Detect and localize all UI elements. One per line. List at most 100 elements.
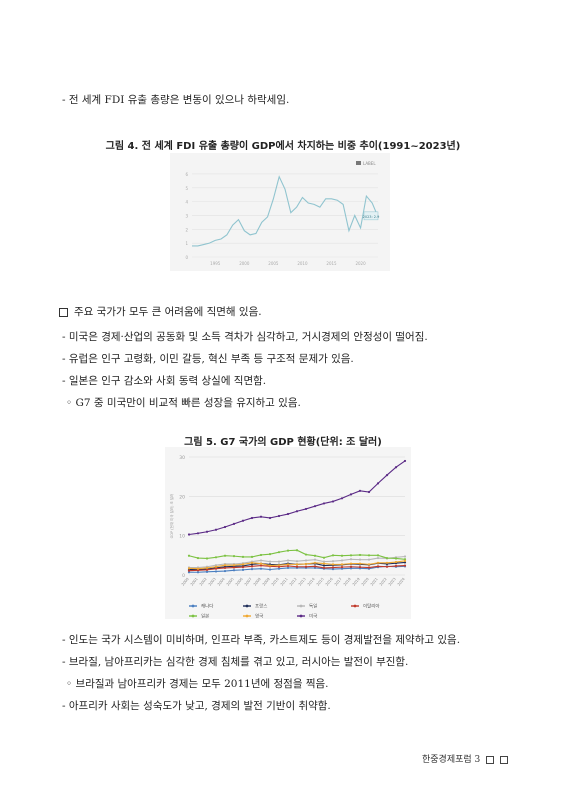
y-tick-label: 4 [185, 200, 188, 205]
data-point [367, 554, 371, 557]
data-point [340, 559, 344, 562]
data-point [205, 570, 209, 573]
data-point [250, 565, 254, 568]
data-point [268, 516, 272, 520]
data-point [295, 549, 299, 552]
data-point [250, 516, 254, 520]
legend-label: 이탈리아 [363, 603, 380, 610]
x-tick-label: 2015 [316, 577, 325, 587]
legend-label: LABEL [363, 161, 376, 166]
y-tick-label: 0 [182, 573, 185, 579]
figure5-caption: 그림 5. G7 국가의 GDP 현황(단위: 조 달러) [184, 437, 382, 448]
x-tick-label: 2019 [352, 577, 361, 587]
x-tick-label: 2002 [199, 577, 208, 587]
y-tick-label: 30 [179, 455, 185, 461]
data-point [376, 554, 380, 557]
data-point [214, 528, 218, 531]
footer-box-icon [486, 755, 495, 764]
legend-marker [245, 604, 249, 608]
x-tick-label: 2001 [190, 577, 199, 587]
x-tick-label: 2018 [343, 577, 352, 587]
x-tick-label: 2015 [326, 261, 337, 266]
y-tick-label: 20 [179, 494, 185, 500]
data-point [277, 560, 281, 563]
data-point [187, 567, 191, 570]
y-tick-label: 2 [185, 227, 188, 232]
x-tick-label: 2000 [239, 261, 250, 266]
series-line-label [192, 175, 379, 247]
data-point [304, 507, 308, 511]
data-point [286, 566, 290, 570]
data-point [205, 566, 209, 570]
data-point [394, 560, 398, 564]
data-point [277, 514, 281, 518]
data-point [367, 490, 371, 494]
data-point [250, 561, 254, 564]
data-point [232, 566, 236, 569]
legend-label: 독일 [309, 603, 317, 610]
data-point [322, 564, 326, 567]
data-point [349, 562, 353, 565]
data-point [268, 568, 272, 571]
data-point [349, 493, 353, 496]
data-point [367, 563, 371, 566]
data-point [403, 555, 407, 558]
x-tick-label: 2020 [355, 261, 366, 266]
x-tick-label: 2005 [268, 261, 279, 266]
data-point [277, 551, 281, 554]
data-point [187, 569, 191, 572]
data-point [196, 532, 200, 535]
data-point [295, 510, 299, 513]
data-point [394, 557, 398, 560]
data-point [322, 556, 326, 559]
legend-marker [191, 614, 195, 618]
legend-label: 영국 [255, 613, 263, 619]
y-tick-label: 5 [185, 186, 188, 191]
data-point [358, 562, 362, 565]
data-point [385, 556, 389, 560]
x-tick-label: 2016 [325, 577, 334, 587]
data-point [223, 564, 227, 567]
data-point [304, 559, 308, 562]
data-point [241, 563, 245, 566]
annotation-box [363, 211, 379, 221]
data-point [241, 555, 245, 559]
data-point [268, 564, 272, 567]
data-point [268, 553, 272, 556]
data-point [331, 560, 335, 563]
figure4-caption: 그림 4. 전 세계 FDI 유출 총량이 GDP에서 차지하는 비중 추이(1… [105, 141, 461, 152]
data-point [259, 567, 263, 570]
data-point [385, 565, 389, 568]
bullet-europe: - 유럽은 인구 고령화, 이민 갈등, 혁신 부족 등 구조적 문제가 있음. [62, 353, 354, 365]
x-tick-label: 2017 [334, 577, 343, 587]
data-point [214, 564, 218, 567]
data-point [313, 566, 317, 570]
data-point [331, 563, 335, 566]
legend-marker [299, 604, 303, 608]
data-point [196, 571, 200, 574]
legend-marker [299, 614, 303, 618]
data-point [232, 564, 236, 567]
data-point [340, 567, 344, 570]
data-point [376, 561, 380, 564]
data-point [376, 556, 380, 560]
data-point [223, 569, 227, 573]
data-point [286, 564, 290, 568]
data-point [349, 565, 353, 568]
data-point [286, 563, 290, 566]
x-tick-label: 2005 [226, 577, 235, 587]
x-tick-label: 2009 [262, 577, 271, 587]
sub-bullet-brazil: ◦ 브라질과 남아프리카 경제는 모두 2011년에 정점을 찍음. [66, 678, 329, 690]
x-tick-label: 2004 [217, 577, 226, 587]
data-point [331, 568, 335, 571]
y-tick-label: 0 [185, 255, 188, 260]
x-tick-label: 1995 [210, 261, 221, 266]
data-point [340, 497, 344, 500]
x-tick-label: 2010 [297, 261, 308, 266]
data-point [205, 568, 209, 571]
data-point [313, 505, 317, 508]
y-tick-label: 1 [185, 241, 188, 246]
data-point [322, 502, 326, 505]
bullet-africa: - 아프리카 사회는 성숙도가 낮고, 경제의 발전 기반이 취약함. [62, 700, 331, 712]
